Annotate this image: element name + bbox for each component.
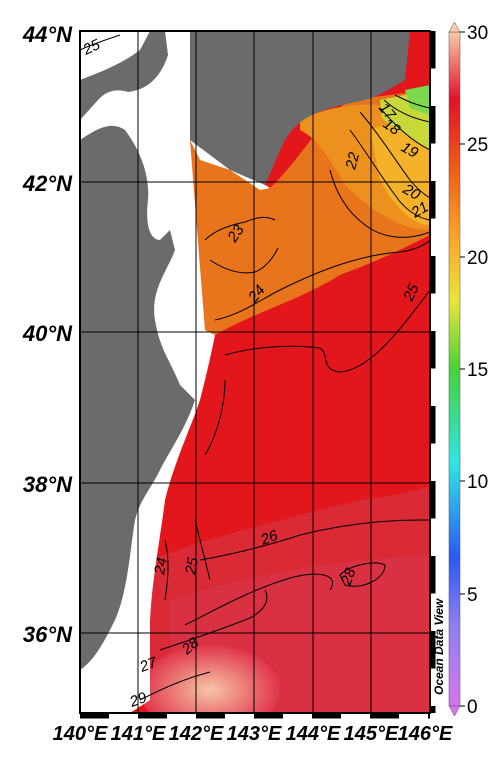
contour-28 [159,589,268,651]
sst-zone-coldest [405,85,430,115]
contour-22 [329,169,430,238]
land-peninsula [80,235,100,262]
contour-24 [214,239,430,321]
colorbar-ticks [460,31,465,707]
colorbar-top-arrow [448,21,461,33]
contour-25-west [204,379,226,456]
contour-label: 19 [398,139,422,162]
contour-lines [80,34,430,701]
contour-23b [209,247,279,274]
colorbar-tick-label: 10 [467,472,488,493]
contour-label: 28 [337,565,359,588]
contour-label: 27 [137,654,160,676]
colorbar-tick-label: 30 [467,23,488,44]
contour-20 [359,111,430,199]
contour-25-nw [80,34,121,51]
lat-label-36n: 36°N [23,622,73,647]
lon-label-141e: 141°E [111,723,166,745]
colorbar-tick-label: 20 [467,248,488,269]
lat-label-38n: 38°N [23,472,73,497]
sst-zone-20 [370,125,430,225]
colorbar-tick-label: 25 [467,135,488,156]
map-plot-area: 25 17 18 19 22 20 21 23 24 25 26 24 25 2… [80,31,432,713]
land-hokkaido [190,31,410,185]
latitude-labels: 44°N 42°N 40°N 38°N 36°N [22,22,73,647]
lat-label-40n: 40°N [22,321,73,346]
contour-label: 20 [399,180,423,204]
map-frame [79,30,431,714]
land-north-strait [80,31,168,120]
contour-23 [204,216,276,241]
graticule [80,31,430,713]
colorbar-tick-label: 5 [467,585,478,606]
lon-label-144e: 144°E [286,723,341,745]
lon-label-140e: 140°E [53,723,108,745]
lon-label-143e: 143°E [227,723,282,745]
ocean-data-view-watermark: Ocean Data View [432,598,446,695]
contour-26 [199,519,430,561]
colorbar-tick-label: 15 [467,360,488,381]
colorbar-bottom-arrow [448,705,461,717]
contour-21 [349,129,430,221]
contour-24-south [164,539,169,601]
contour-18 [383,99,430,123]
contour-label: 26 [258,527,281,549]
colorbar-tick-label: 0 [467,697,478,718]
contour-label: 21 [408,198,432,222]
contour-19 [379,107,430,151]
lat-label-44n: 44°N [22,22,73,47]
lon-label-146e: 146°E [398,723,453,745]
contour-25-north [224,289,430,373]
contour-label: 22 [342,150,363,172]
contour-28-east [339,562,386,587]
contour-label: 24 [151,556,171,576]
longitude-labels: 140°E 141°E 142°E 143°E 144°E 145°E 146°… [53,723,453,745]
lat-label-42n: 42°N [22,171,73,196]
colorbar: 30 25 20 15 10 5 0 [448,21,488,718]
contour-label: 25 [80,36,104,59]
contour-17 [394,94,430,109]
contour-label: 25 [182,556,202,577]
lon-label-145e: 145°E [344,723,399,745]
contour-27 [184,573,333,626]
sst-hot-spot-southwest [140,645,280,713]
contour-29 [139,671,211,701]
colorbar-gradient [448,31,461,707]
contour-label: 25 [400,281,423,305]
border-scale [80,31,436,719]
lon-label-142e: 142°E [169,723,224,745]
